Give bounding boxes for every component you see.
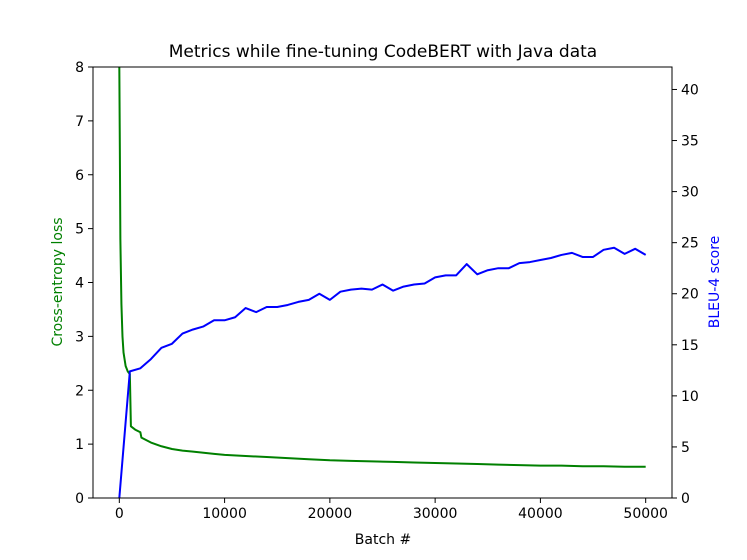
loss-series-line [118,67,646,468]
y-left-tick-label: 1 [75,437,84,453]
y-left-tick-label: 0 [75,491,84,507]
x-tick-label: 20000 [308,506,353,522]
x-axis-label: Batch # [355,532,411,548]
y-left-tick-label: 6 [75,168,84,184]
y-left-tick-label: 2 [75,383,84,399]
y-right-tick-label: 30 [681,185,699,201]
x-tick-label: 40000 [518,506,563,522]
x-tick-label: 50000 [623,506,668,522]
y-right-tick-label: 0 [681,491,690,507]
y-right-tick-label: 40 [681,82,699,98]
plot-area: 0 10000 20000 30000 40000 50000 0 1 2 3 4 5 6 7 8 0 5 10 1… [75,60,699,522]
bleu-series-line [118,246,647,498]
chart-title: Metrics while fine-tuning CodeBERT with … [169,42,597,62]
x-tick-label: 10000 [202,506,247,522]
y-right-tick-label: 15 [681,338,699,354]
y-right-tick-label: 25 [681,236,699,252]
y-right-tick-label: 5 [681,440,690,456]
y-right-tick-label: 20 [681,287,699,303]
y-right-tick-label: 35 [681,134,699,150]
y-axis-label-left: Cross-entropy loss [50,217,66,346]
y-left-tick-label: 4 [75,276,84,292]
plot-frame [92,66,673,499]
y-axis-label-right: BLEU-4 score [707,236,723,329]
y-left-tick-label: 8 [75,60,84,76]
y-left-tick-label: 5 [75,222,84,238]
y-left-tick-label: 7 [75,114,84,130]
x-tick-label: 0 [115,506,124,522]
y-right-tick-label: 10 [681,389,699,405]
y-left-tick-label: 3 [75,329,84,345]
x-tick-label: 30000 [413,506,458,522]
